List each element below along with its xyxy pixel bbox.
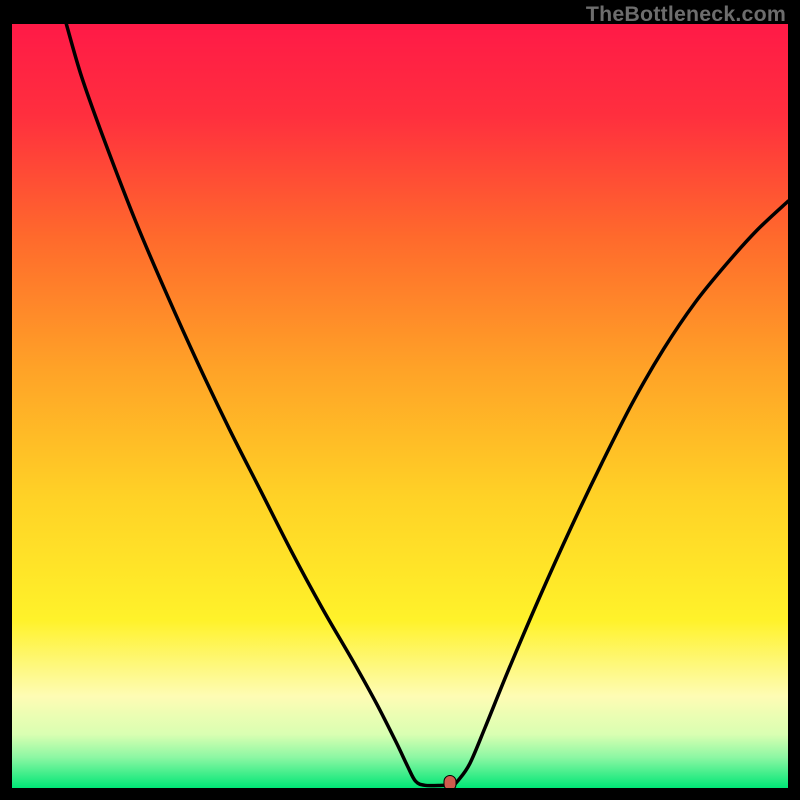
watermark-text: TheBottleneck.com xyxy=(586,2,786,27)
chart-frame: TheBottleneck.com xyxy=(0,0,800,800)
bottleneck-curve-svg xyxy=(12,24,788,788)
bottleneck-marker xyxy=(444,775,457,788)
plot-area xyxy=(12,24,788,788)
bottleneck-curve xyxy=(66,24,788,786)
